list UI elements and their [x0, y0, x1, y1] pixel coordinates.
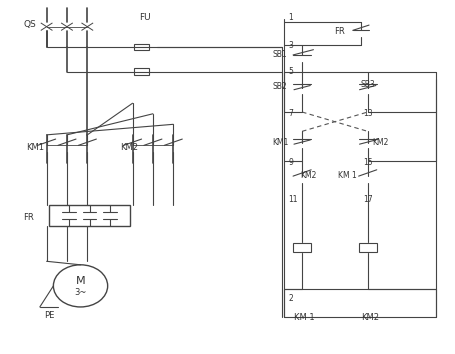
- Bar: [134, 44, 150, 50]
- Text: KM2: KM2: [372, 138, 389, 147]
- Text: KM 1: KM 1: [339, 171, 357, 180]
- Text: 7: 7: [288, 109, 293, 118]
- Text: KM2: KM2: [120, 143, 138, 152]
- Text: 9: 9: [288, 159, 293, 167]
- Bar: [49, 205, 130, 226]
- Text: 3~: 3~: [74, 289, 87, 297]
- Bar: [293, 243, 311, 252]
- Text: KM1: KM1: [26, 143, 44, 152]
- Text: FR: FR: [334, 27, 344, 36]
- Text: KM2: KM2: [361, 313, 379, 322]
- Text: 13: 13: [363, 109, 373, 118]
- Text: FU: FU: [139, 13, 151, 22]
- Text: 2: 2: [288, 294, 293, 303]
- Text: SB1: SB1: [273, 51, 288, 59]
- Text: 5: 5: [288, 67, 293, 76]
- Text: 11: 11: [288, 195, 298, 204]
- Text: KM 1: KM 1: [294, 313, 315, 322]
- Text: PE: PE: [44, 311, 54, 320]
- Text: KM2: KM2: [300, 171, 316, 180]
- Circle shape: [53, 265, 108, 307]
- Bar: [359, 243, 377, 252]
- Text: 1: 1: [288, 13, 293, 22]
- Text: SB3: SB3: [361, 80, 376, 89]
- Text: 3: 3: [288, 41, 293, 50]
- Text: QS: QS: [23, 20, 36, 29]
- Text: KM1: KM1: [273, 138, 289, 147]
- Text: SB2: SB2: [273, 82, 288, 91]
- Text: M: M: [76, 276, 86, 286]
- Bar: [134, 68, 150, 75]
- Text: FR: FR: [23, 213, 34, 222]
- Text: 15: 15: [363, 159, 373, 167]
- Text: 17: 17: [363, 195, 373, 204]
